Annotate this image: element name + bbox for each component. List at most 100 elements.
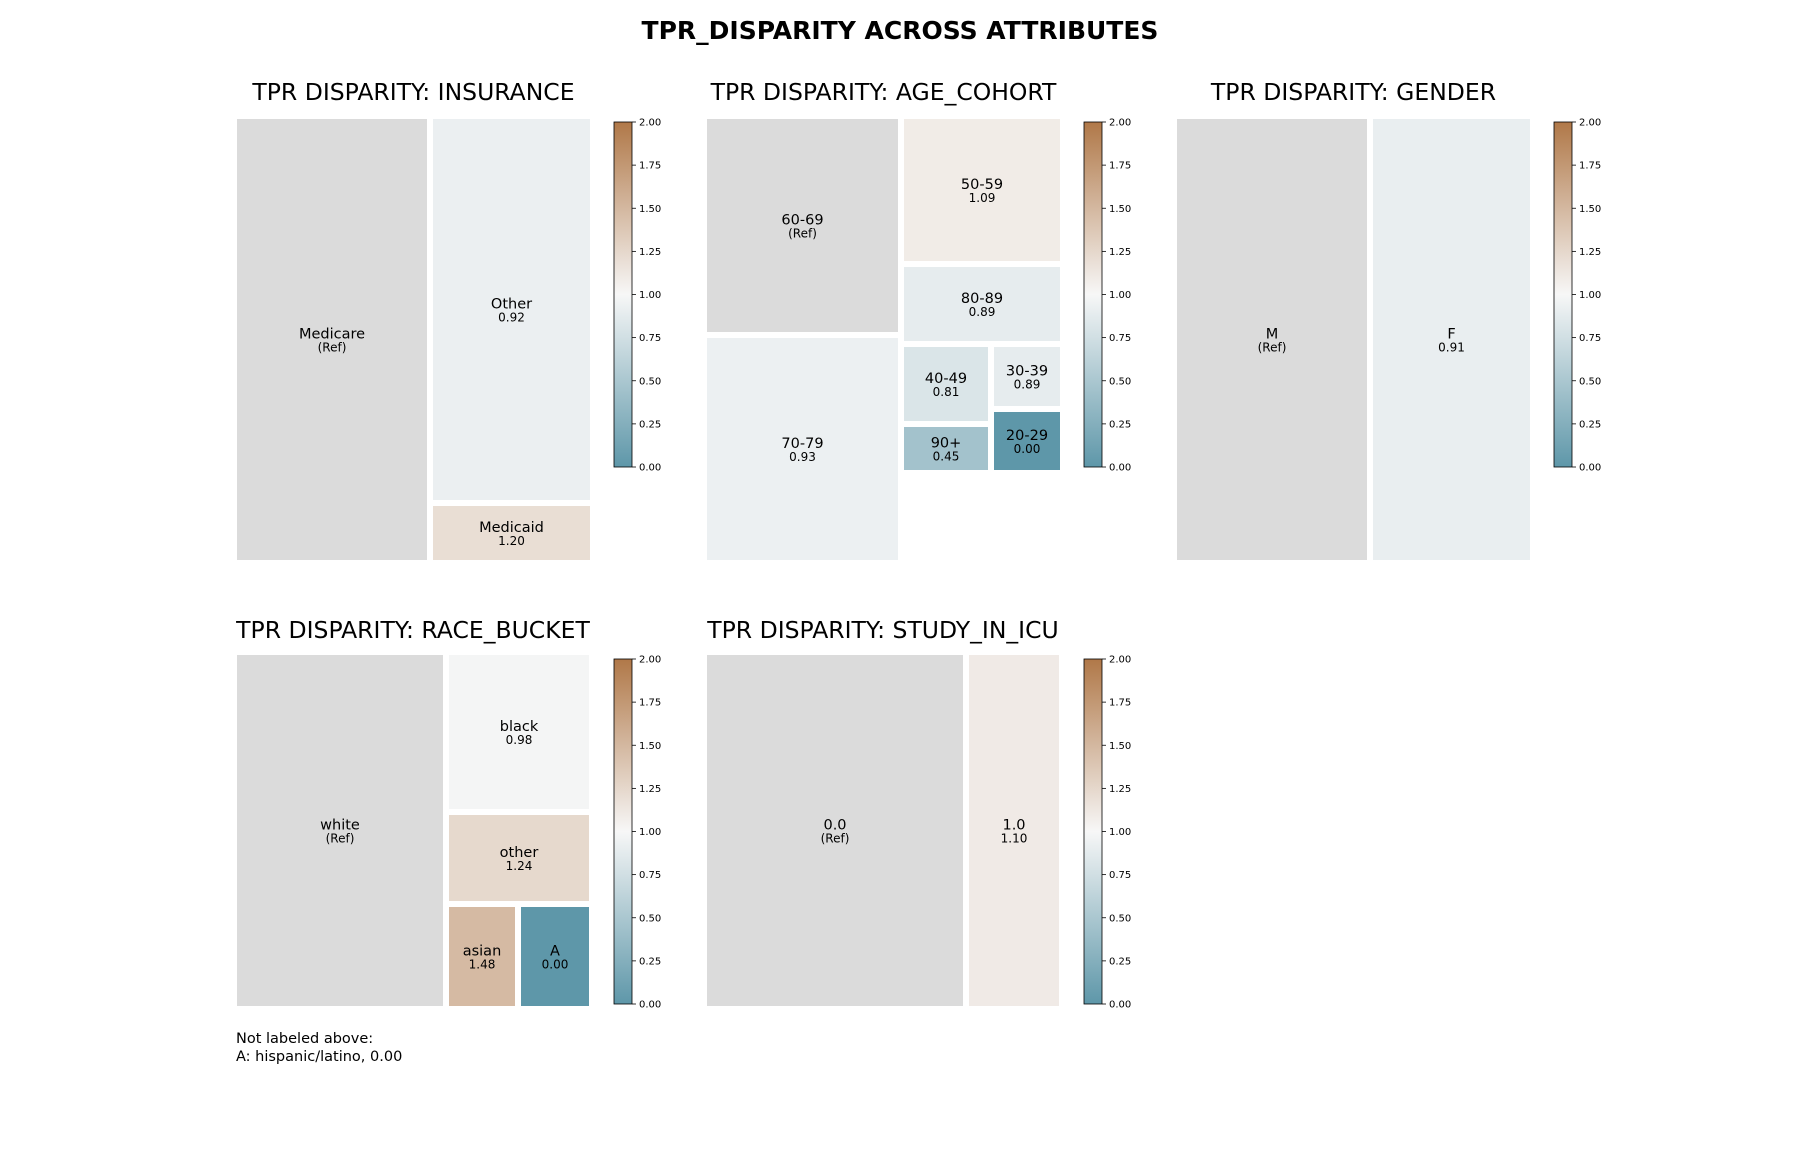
cell-value: (Ref) — [318, 341, 347, 355]
cell-value: 0.00 — [1014, 442, 1041, 456]
colorbar-tick-label: 0.00 — [639, 1000, 661, 1011]
treemap-cell-80-89: 80-890.89 — [904, 267, 1060, 341]
colorbar-tick-label: 1.75 — [639, 161, 661, 172]
colorbar-tick-label: 1.50 — [1109, 741, 1131, 752]
colorbar-tick-label: 0.50 — [1109, 913, 1131, 924]
cell-label: F — [1447, 327, 1455, 343]
panel-title: TPR DISPARITY: GENDER — [1210, 78, 1496, 106]
cell-label: 1.0 — [1002, 818, 1025, 834]
cell-value: 1.48 — [469, 958, 496, 972]
cell-label: 60-69 — [781, 213, 823, 229]
cell-value: (Ref) — [326, 832, 355, 846]
colorbar: 0.00 0.25 0.50 0.75 1.00 1.25 1.50 1.75 2.00 — [613, 655, 661, 1011]
colorbar-tick-label: 0.50 — [1579, 376, 1601, 387]
colorbar: 0.00 0.25 0.50 0.75 1.00 1.25 1.50 1.75 2.00 — [1083, 655, 1131, 1011]
colorbar-tick-label: 1.00 — [639, 290, 661, 301]
colorbar-tick-label: 1.50 — [639, 204, 661, 215]
cell-value: 1.20 — [498, 534, 525, 548]
colorbar-tick-label: 1.25 — [639, 247, 661, 258]
colorbar-tick-label: 2.00 — [1109, 118, 1131, 129]
colorbar-tick-label: 2.00 — [639, 655, 661, 666]
cell-value: 1.24 — [506, 859, 533, 873]
cell-rect — [521, 907, 589, 1006]
cell-label: M — [1266, 327, 1279, 343]
colorbar-tick-label: 1.00 — [639, 827, 661, 838]
cell-label: Medicare — [299, 327, 365, 343]
cell-value: 0.00 — [542, 958, 569, 972]
cell-value: (Ref) — [821, 832, 850, 846]
treemap-panel-tpr-disparity-age-cohort: TPR DISPARITY: AGE_COHORT 60-69(Ref) 70-79… — [707, 78, 1131, 560]
cell-label: Other — [491, 297, 532, 313]
cell-value: 1.10 — [1001, 832, 1028, 846]
colorbar: 0.00 0.25 0.50 0.75 1.00 1.25 1.50 1.75 2.00 — [1553, 118, 1601, 474]
footnote-heading: Not labeled above: — [236, 1031, 374, 1047]
colorbar-tick-label: 0.25 — [1109, 419, 1131, 430]
cell-label: 20-29 — [1006, 428, 1048, 444]
treemap-cell-m: M(Ref) — [1177, 119, 1367, 560]
footnote: Not labeled above: A: hispanic/latino, 0… — [236, 1030, 402, 1066]
treemap-cell-f: F0.91 — [1373, 119, 1530, 560]
colorbar-tick-label: 0.25 — [639, 419, 661, 430]
cell-rect — [904, 427, 988, 470]
cell-label: other — [500, 845, 539, 861]
treemap-cell-white: white(Ref) — [237, 655, 443, 1006]
cell-label: Medicaid — [479, 520, 544, 536]
cell-rect — [237, 119, 427, 560]
cell-label: 0.0 — [823, 818, 846, 834]
cell-value: 0.81 — [933, 385, 960, 399]
cell-label: 50-59 — [961, 177, 1003, 193]
cell-rect — [707, 119, 898, 332]
cell-label: 40-49 — [925, 371, 967, 387]
colorbar-tick-label: 1.00 — [1109, 827, 1131, 838]
cell-rect — [707, 655, 963, 1006]
figure-title: TPR_DISPARITY ACROSS ATTRIBUTES — [641, 16, 1159, 45]
treemap-cell-1-0: 1.01.10 — [969, 655, 1059, 1006]
colorbar: 0.00 0.25 0.50 0.75 1.00 1.25 1.50 1.75 2.00 — [613, 118, 661, 474]
cell-rect — [904, 347, 988, 421]
colorbar-tick-label: 0.00 — [639, 463, 661, 474]
cell-rect — [433, 119, 590, 500]
cell-value: 0.91 — [1438, 341, 1465, 355]
colorbar-tick-label: 0.00 — [1109, 463, 1131, 474]
cell-rect — [433, 506, 590, 560]
cell-label: white — [320, 818, 360, 834]
colorbar-tick-label: 1.00 — [1109, 290, 1131, 301]
cell-label: black — [500, 719, 539, 735]
cell-label: 70-79 — [781, 436, 823, 452]
treemap-cell-50-59: 50-591.09 — [904, 119, 1060, 261]
cell-rect — [449, 907, 515, 1006]
cell-rect — [449, 815, 589, 901]
cell-rect — [237, 655, 443, 1006]
treemap-cell-60-69: 60-69(Ref) — [707, 119, 898, 332]
treemap-cell-90: 90+0.45 — [904, 427, 988, 470]
colorbar-gradient — [613, 658, 633, 1005]
colorbar-tick-label: 1.50 — [639, 741, 661, 752]
treemap-cell-a: A0.00 — [521, 907, 589, 1006]
footnote-item: A: hispanic/latino, 0.00 — [236, 1049, 403, 1065]
colorbar-tick-label: 1.25 — [1109, 784, 1131, 795]
treemap-cell-40-49: 40-490.81 — [904, 347, 988, 421]
colorbar-tick-label: 1.75 — [639, 698, 661, 709]
panel-title: TPR DISPARITY: AGE_COHORT — [710, 78, 1057, 106]
colorbar-tick-label: 0.75 — [639, 333, 661, 344]
colorbar-tick-label: 0.50 — [639, 376, 661, 387]
colorbar-tick-label: 1.75 — [1109, 698, 1131, 709]
colorbar-tick-label: 1.00 — [1579, 290, 1601, 301]
cell-label: 30-39 — [1006, 364, 1048, 380]
colorbar-tick-label: 0.25 — [1109, 956, 1131, 967]
cell-rect — [904, 119, 1060, 261]
colorbar-tick-label: 0.75 — [1109, 870, 1131, 881]
cell-value: 0.92 — [498, 311, 525, 325]
cell-rect — [1373, 119, 1530, 560]
cell-label: A — [550, 944, 560, 960]
colorbar-tick-label: 1.25 — [1579, 247, 1601, 258]
treemap-panel-tpr-disparity-race-bucket: TPR DISPARITY: RACE_BUCKETwhite(Ref)blac… — [235, 616, 661, 1011]
cell-rect — [707, 338, 898, 560]
cell-rect — [969, 655, 1059, 1006]
colorbar-tick-label: 1.25 — [1109, 247, 1131, 258]
colorbar-tick-label: 1.75 — [1109, 161, 1131, 172]
colorbar-gradient — [1083, 658, 1103, 1005]
